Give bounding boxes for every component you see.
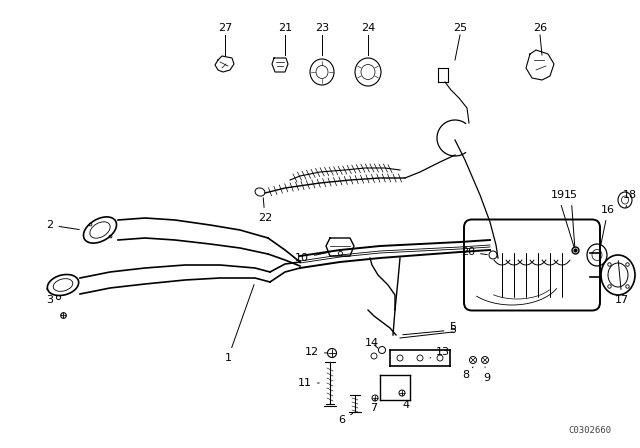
Text: 4: 4 xyxy=(402,393,410,410)
Text: 14: 14 xyxy=(365,338,379,348)
Text: 1: 1 xyxy=(225,284,254,363)
Text: 26: 26 xyxy=(533,23,547,33)
Text: 3: 3 xyxy=(47,289,54,305)
Text: 22: 22 xyxy=(258,198,272,223)
Text: 27: 27 xyxy=(218,23,232,33)
Text: 21: 21 xyxy=(278,23,292,33)
Text: 6: 6 xyxy=(339,414,353,425)
Text: 13: 13 xyxy=(430,347,450,358)
Text: 25: 25 xyxy=(453,23,467,33)
Text: 8: 8 xyxy=(463,367,473,380)
Text: 20: 20 xyxy=(461,247,487,257)
Text: C0302660: C0302660 xyxy=(568,426,611,435)
Text: 10: 10 xyxy=(295,253,327,263)
Text: 15: 15 xyxy=(564,190,578,247)
Text: 19: 19 xyxy=(551,190,574,247)
Text: 11: 11 xyxy=(298,378,319,388)
Text: 5: 5 xyxy=(403,325,456,335)
Text: 23: 23 xyxy=(315,23,329,33)
Text: 24: 24 xyxy=(361,23,375,33)
Text: 5: 5 xyxy=(449,322,456,332)
Text: 18: 18 xyxy=(623,190,637,207)
Text: 7: 7 xyxy=(371,398,378,413)
Text: 2: 2 xyxy=(47,220,79,230)
Text: 9: 9 xyxy=(483,367,491,383)
Text: 12: 12 xyxy=(305,347,327,357)
Text: 17: 17 xyxy=(615,261,629,305)
Text: 16: 16 xyxy=(600,205,615,246)
